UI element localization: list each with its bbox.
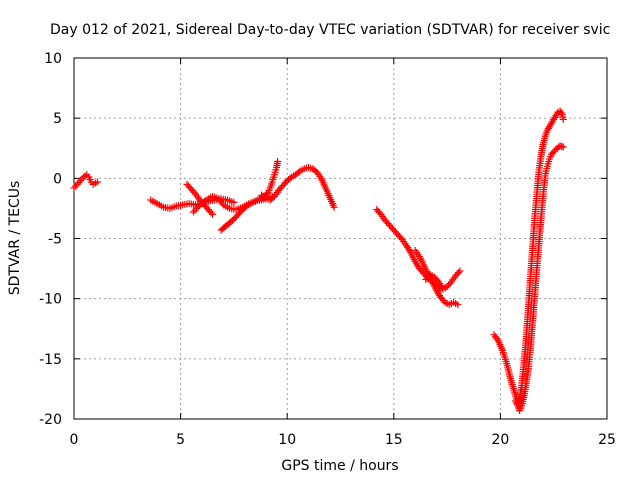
y-tick-label: 5 [53,111,62,127]
series-segment [422,267,464,293]
data-point [93,178,101,186]
data-point [201,197,209,205]
series-segment [147,195,238,212]
data-point [556,142,564,150]
chart-title: Day 012 of 2021, Sidereal Day-to-day VTE… [50,22,610,38]
data-point [189,208,197,216]
data-point [274,157,282,165]
data-point [440,297,448,305]
series-segment [490,142,567,415]
data-point [207,209,215,217]
data-point [295,168,303,176]
data-point [330,203,338,211]
data-point [260,194,268,202]
axis-ticks: 0 5 10 15 20 25 -20 -15 -10 -5 0 5 10 [39,51,616,448]
data-point [376,209,384,217]
data-point [70,184,78,192]
series-segment [258,164,338,211]
data-point [81,172,89,180]
data-point [397,234,405,242]
data-point [558,142,566,150]
data-point [559,115,567,123]
data-point [190,188,198,196]
y-tick-label: -15 [39,352,62,368]
series-segment [217,157,282,234]
x-tick-label: 25 [598,432,616,448]
data-point [446,279,454,287]
data-point [559,143,567,151]
y-tick-label: 10 [44,51,62,67]
series-segment [70,171,101,192]
data-point [454,269,462,277]
grid [74,58,607,419]
data-point [230,198,238,206]
y-tick-label: -5 [48,232,62,248]
x-tick-label: 0 [70,432,79,448]
data-point [263,190,271,198]
series-segment [511,107,567,409]
series-segment [183,180,217,218]
data-point [72,182,80,190]
y-tick-label: -20 [39,412,62,428]
data-marks [70,107,567,415]
data-point [454,301,462,309]
y-tick-label: -10 [39,292,62,308]
x-tick-label: 10 [278,432,296,448]
y-tick-label: 0 [53,171,62,187]
x-tick-label: 5 [176,432,185,448]
x-axis-label: GPS time / hours [281,458,398,474]
data-point [241,203,249,211]
data-point [75,179,83,187]
data-point [193,204,201,212]
data-point [286,174,294,182]
data-point [456,267,464,275]
x-tick-label: 20 [491,432,509,448]
data-point [73,180,81,188]
y-axis-label: SDTVAR / TECUs [7,181,23,296]
x-tick-label: 15 [385,432,403,448]
data-point [209,210,217,218]
